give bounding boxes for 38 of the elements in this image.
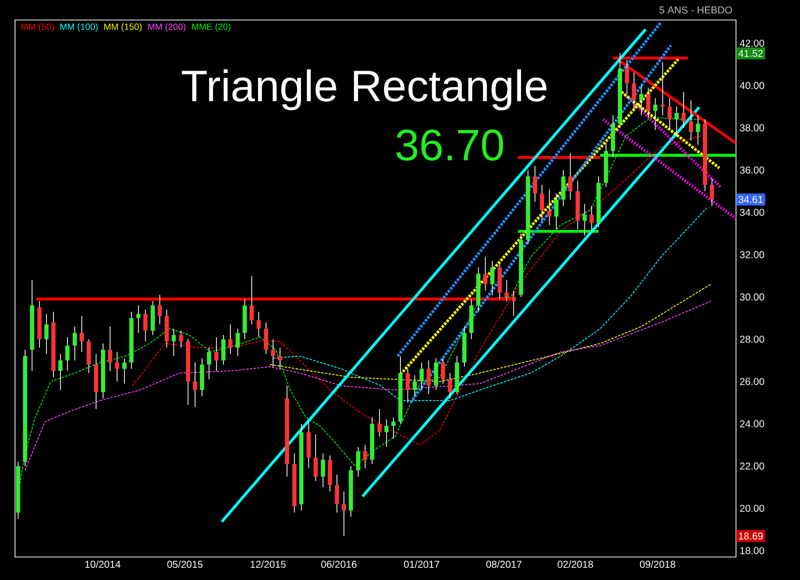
candlestick	[136, 305, 141, 334]
x-tick-label: 08/2017	[486, 560, 522, 568]
y-tick-label: 42.00	[740, 40, 764, 47]
text: MM (200)	[148, 23, 186, 32]
y-tick-label: 34.00	[740, 208, 764, 216]
x-tick-label: 02/2018	[558, 560, 593, 568]
annotation: 41.52	[738, 50, 763, 57]
candlestick	[342, 491, 346, 536]
y-tick-label: 28.00	[740, 336, 764, 343]
candlestick	[270, 338, 276, 368]
y-tick-label: 38.00	[740, 124, 764, 132]
y-tick-label: 22.00	[740, 462, 764, 470]
x-tick-label: 10/2014	[85, 560, 120, 568]
chart-subtitle: 5 ANS - HEBDO	[660, 6, 732, 14]
y-tick-label: 40.00	[740, 82, 764, 90]
x-tick-label: 09/2018	[640, 560, 676, 568]
text: MM (150)	[104, 23, 142, 32]
y-tick-label: 36.00	[740, 166, 764, 174]
y-tick-label: 24.00	[740, 420, 764, 428]
y-tick-label: 18.00	[740, 547, 764, 554]
y-tick-label: 20.00	[740, 504, 764, 512]
x-tick-label: 01/2017	[404, 560, 440, 568]
text: MM (100)	[60, 23, 98, 32]
line-series	[24, 300, 712, 471]
x-tick-label: 05/2015	[167, 560, 203, 568]
text: MM (50)	[22, 23, 54, 32]
annotation: 18.69	[738, 532, 763, 540]
line-series	[270, 284, 712, 382]
x-tick-label: 12/2015	[250, 560, 286, 568]
annotation: 34.61	[738, 196, 763, 204]
annotation: 36.70	[396, 130, 504, 161]
x-tick-label: 06/2016	[321, 560, 357, 568]
y-tick-label: 26.00	[740, 378, 764, 386]
candlestick	[660, 62, 665, 116]
y-tick-label: 30.00	[740, 293, 764, 300]
text: MME (20)	[192, 23, 230, 32]
annotation: Triangle Rectangle	[182, 69, 546, 110]
y-tick-label: 32.00	[740, 251, 764, 258]
